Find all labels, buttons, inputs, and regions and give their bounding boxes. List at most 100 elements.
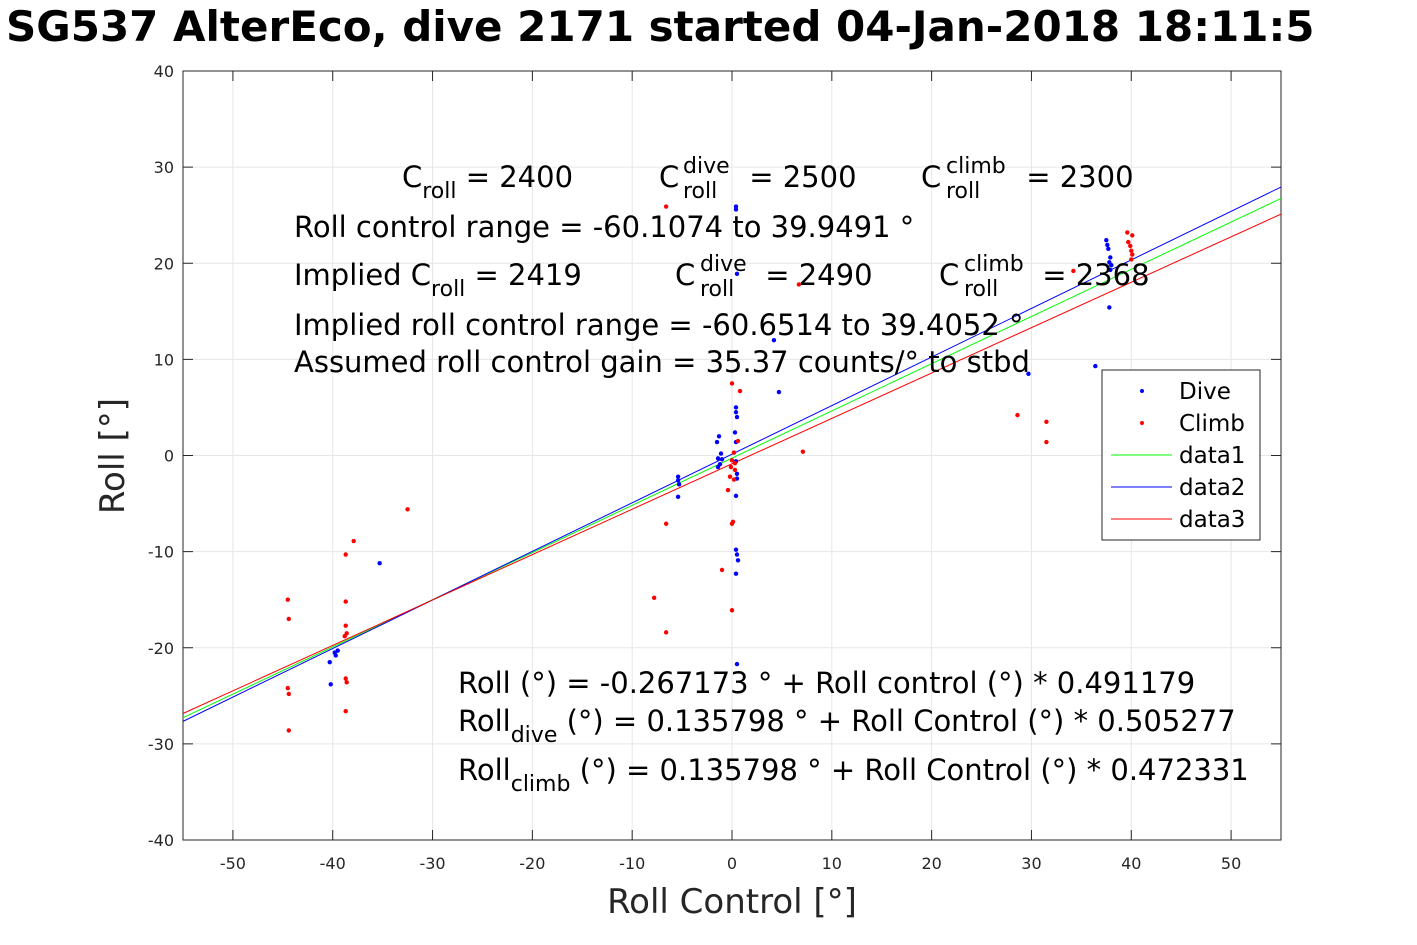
- data-point-dive: [733, 547, 739, 552]
- data-points: [285, 204, 1135, 733]
- y-tick-labels: -40 -30 -20 -10 0 10 20 30 40: [148, 62, 174, 850]
- annotation-roll-control-range: Roll control range = -60.1074 to 39.9491…: [294, 210, 914, 244]
- data-point-climb: [1128, 243, 1133, 249]
- data-point-climb: [351, 538, 356, 544]
- data-point-climb: [285, 685, 291, 691]
- data-point-dive: [714, 439, 720, 445]
- data-point-climb: [732, 460, 738, 466]
- data-point-climb: [1129, 248, 1134, 253]
- x-tick-label: -10: [619, 854, 645, 873]
- y-tick-label: -20: [148, 639, 174, 658]
- x-tick-label: -50: [220, 854, 246, 873]
- data-point-climb: [651, 595, 657, 600]
- data-point-climb: [343, 623, 348, 628]
- data-point-dive: [1109, 262, 1114, 268]
- y-tick-label: -10: [148, 543, 174, 562]
- data-point-dive: [733, 204, 739, 209]
- data-point-dive: [327, 659, 332, 665]
- y-tick-label: -40: [148, 831, 174, 850]
- plot-area-frame: [182, 70, 1282, 841]
- data-point-dive: [1105, 242, 1110, 248]
- data-point-climb: [737, 388, 743, 394]
- data-point-climb: [728, 464, 734, 470]
- y-tick-label: 30: [154, 158, 174, 177]
- y-tick-label: -30: [148, 735, 174, 754]
- data-point-climb: [729, 458, 735, 463]
- data-point-dive: [1108, 267, 1113, 273]
- legend-label-data1: data1: [1179, 443, 1245, 469]
- data-point-climb: [286, 691, 292, 697]
- series-line-data2: [182, 186, 1282, 722]
- y-tick-label: 0: [164, 447, 174, 466]
- data-point-dive: [733, 493, 739, 499]
- data-point-climb: [343, 599, 348, 604]
- data-point-dive: [733, 571, 739, 576]
- data-point-climb: [344, 680, 349, 685]
- data-point-climb: [343, 552, 348, 557]
- data-point-dive: [718, 451, 724, 456]
- data-point-dive: [377, 560, 382, 566]
- data-point-climb: [732, 467, 738, 473]
- data-point-dive: [335, 648, 340, 653]
- data-point-climb: [1044, 419, 1049, 425]
- x-tick-label: 50: [1221, 854, 1241, 873]
- data-point-climb: [343, 676, 348, 681]
- data-point-dive: [715, 456, 721, 461]
- data-point-dive: [716, 434, 722, 439]
- data-point-dive: [732, 430, 738, 435]
- data-point-dive: [734, 552, 740, 557]
- x-tick-label: 40: [1121, 854, 1141, 873]
- data-point-climb: [342, 634, 347, 639]
- data-point-climb: [725, 487, 731, 493]
- data-point-dive: [675, 478, 681, 483]
- data-point-dive: [328, 682, 333, 687]
- data-point-dive: [1107, 305, 1112, 310]
- data-point-dive: [733, 405, 739, 410]
- data-point-climb: [663, 630, 669, 635]
- x-tick-label: 0: [727, 854, 737, 873]
- annotation-implied-c-roll: Implied Croll = 2419: [294, 258, 582, 302]
- data-point-climb: [1129, 257, 1134, 262]
- data-point-climb: [735, 438, 741, 444]
- data-point-dive: [333, 653, 338, 658]
- chart-title: SG537 AlterEco, dive 2171 started 04-Jan…: [6, 2, 1315, 51]
- data-point-dive: [734, 471, 740, 476]
- legend-label-data2: data2: [1179, 475, 1245, 501]
- equation-roll-climb: Rollclimb (°) = 0.135798 ° + Roll Contro…: [458, 753, 1249, 797]
- y-tick-label: 10: [154, 350, 174, 369]
- data-point-dive: [1093, 363, 1098, 369]
- series-line-data3: [182, 213, 1282, 714]
- data-point-climb: [731, 477, 737, 482]
- data-point-climb: [1130, 252, 1135, 257]
- data-point-climb: [663, 521, 669, 526]
- legend-marker-dive: [1140, 389, 1144, 393]
- x-tick-label: -40: [320, 854, 346, 873]
- legend-label-climb: Climb: [1179, 411, 1245, 437]
- data-point-climb: [727, 474, 733, 479]
- data-point-dive: [715, 464, 721, 470]
- data-point-climb: [286, 728, 292, 733]
- data-point-climb: [731, 450, 737, 455]
- x-tick-label: 30: [1021, 854, 1041, 873]
- data-point-dive: [1104, 237, 1109, 243]
- data-point-climb: [729, 381, 735, 386]
- data-point-climb: [1044, 439, 1049, 445]
- data-point-dive: [1108, 255, 1113, 260]
- data-point-dive: [771, 337, 777, 343]
- legend-label-data3: data3: [1179, 507, 1245, 533]
- data-point-climb: [800, 449, 806, 454]
- y-axis-label: Roll [°]: [93, 398, 133, 514]
- data-point-dive: [735, 558, 741, 563]
- x-tick-label: -20: [519, 854, 545, 873]
- data-point-climb: [663, 204, 669, 209]
- legend-label-dive: Dive: [1179, 379, 1231, 405]
- x-tick-label: -30: [419, 854, 445, 873]
- data-point-climb: [729, 608, 735, 613]
- data-point-climb: [1126, 239, 1131, 245]
- data-point-climb: [285, 597, 291, 602]
- data-point-dive: [734, 271, 740, 277]
- legend-marker-climb: [1140, 421, 1144, 425]
